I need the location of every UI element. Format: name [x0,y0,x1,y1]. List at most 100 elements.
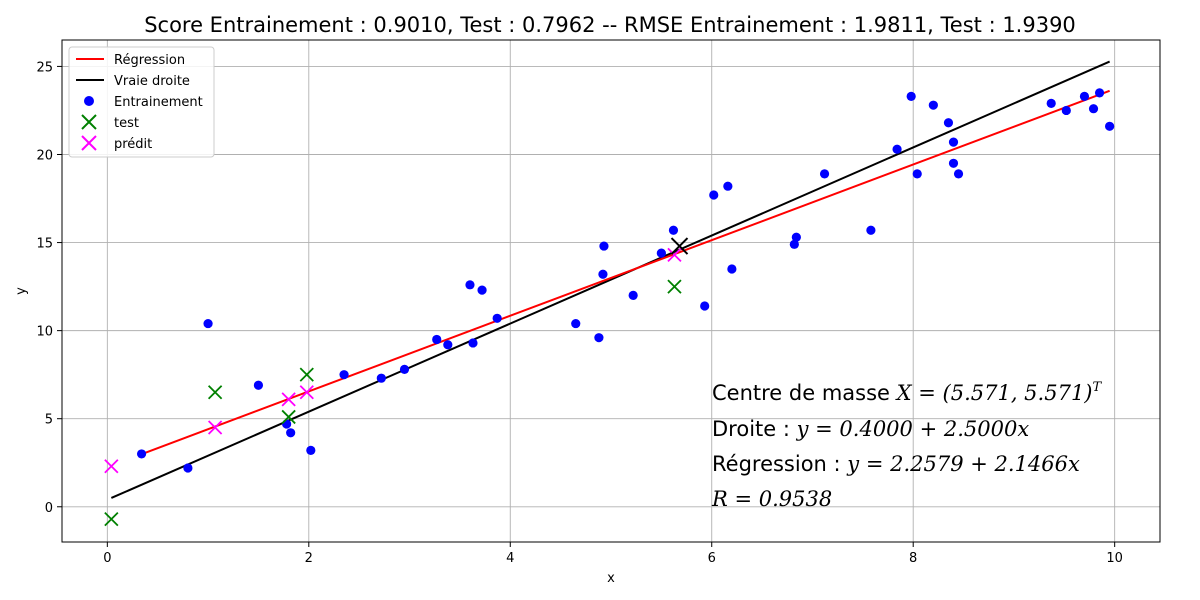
test-point [104,511,119,527]
y-tick-label: 15 [36,237,53,252]
y-tick-label: 5 [45,413,53,428]
y-tick-label: 20 [36,148,53,163]
x-tick-label: 6 [708,551,716,566]
grid [62,40,1160,542]
train-point [953,169,964,179]
train-point [700,301,710,311]
legend: Régression Vraie droite Entrainement tes… [68,46,215,158]
train-point [668,225,679,235]
true-line-annotation: Droite : y = 0.4000 + 2.5000x [712,417,1029,441]
predicted-point [667,247,682,263]
train-point [928,100,938,110]
center-of-mass-annotation: Centre de masse X = (5.571, 5.571)T [712,380,1103,405]
train-point [376,373,386,383]
test-point [299,367,314,382]
train-point [399,364,410,374]
train-point [1088,104,1099,114]
train-point [819,169,830,179]
x-tick-label: 4 [506,551,514,566]
legend-test-label: test [114,116,139,131]
y-axis-label: y [14,287,29,295]
train-point [443,340,453,350]
predicted-point [281,392,296,407]
y-tick-label: 0 [45,501,53,516]
train-point [791,232,801,242]
train-point [948,137,959,147]
axis-ticks: 0 2 4 6 8 10 0 5 10 15 20 25 [36,60,1122,566]
test-point [281,409,296,425]
train-point [432,334,442,345]
plot-frame [61,39,1161,543]
train-point [709,190,719,200]
train-point [594,333,604,343]
train-point [599,241,609,251]
train-point [1094,88,1105,98]
train-point [789,239,799,249]
train-point [912,169,922,179]
predicted-point [299,385,314,400]
train-point [468,338,478,348]
x-tick-label: 10 [1106,551,1123,566]
train-point [492,313,502,323]
train-point [136,449,147,459]
train-point [306,445,316,456]
train-point [723,181,733,191]
train-point [286,428,296,438]
train-point [465,280,475,290]
train-point [598,269,608,279]
line-series-layer [110,60,1111,499]
train-point [1046,98,1056,109]
legend-box [68,46,215,158]
predicted-point [207,420,223,435]
train-point [866,225,876,235]
true-line-equation: y = 0.4000 + 2.5000x [796,417,1030,441]
train-point [727,264,737,274]
train-point [948,158,959,168]
train-point [628,290,638,301]
train-point [477,285,487,295]
train-point [1105,121,1115,131]
legend-true-line-label: Vraie droite [114,74,190,89]
train-point [282,419,292,429]
legend-predicted-label: prédit [114,137,152,152]
legend-train-label: Entrainement [114,95,203,110]
y-tick-label: 25 [36,60,53,75]
train-point [1079,91,1090,101]
train-point [656,248,666,258]
x-tick-label: 2 [305,551,313,566]
train-point [1061,105,1071,116]
x-tick-label: 0 [103,551,111,566]
train-point [892,144,902,154]
regression-equation: y = 2.2579 + 2.1466x [846,452,1080,476]
correlation-annotation: R = 0.9538 [711,487,832,511]
center-of-mass-marker [670,237,689,255]
x-axis-label: x [607,571,615,586]
train-point [906,91,916,101]
regression-annotation: Régression : y = 2.2579 + 2.1466x [712,452,1080,476]
test-point [207,385,223,400]
true-line [110,60,1111,499]
legend-regression-label: Régression [114,53,185,68]
test-point [667,279,682,294]
y-tick-label: 10 [36,325,53,340]
center-of-mass-label: Centre de masse [712,381,897,405]
legend-predicted-swatch [81,135,97,151]
transpose-superscript: T [1093,380,1103,395]
train-point [943,118,954,128]
regression-line [141,89,1110,456]
train-point [183,463,193,473]
chart-title: Score Entrainement : 0.9010, Test : 0.79… [144,13,1076,37]
train-point [571,318,581,329]
scatter-points-layer [104,88,1115,527]
predicted-point [104,459,119,474]
true-line-annotation-label: Droite : [712,417,797,441]
train-point [253,380,264,390]
legend-test-swatch [81,114,97,130]
annotation-block: Centre de masse X = (5.571, 5.571)T Droi… [711,380,1103,511]
x-tick-label: 8 [909,551,917,566]
center-of-mass-value: X = (5.571, 5.571) [895,381,1093,405]
regression-annotation-label: Régression : [712,452,847,476]
legend-train-swatch [84,96,94,106]
train-point [203,318,213,329]
